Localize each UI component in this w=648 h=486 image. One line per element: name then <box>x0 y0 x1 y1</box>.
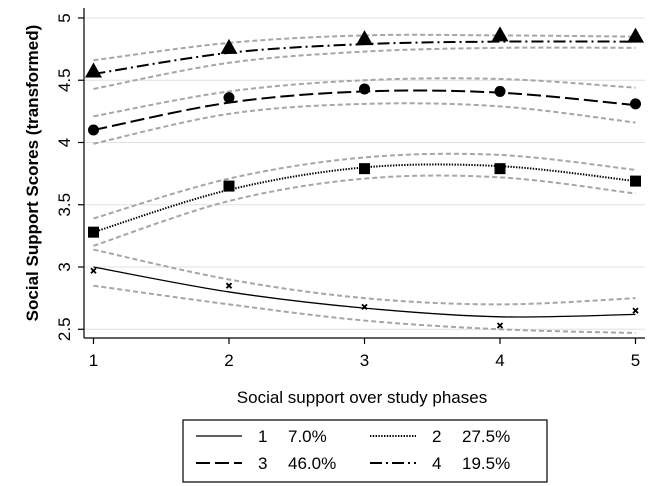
ci-band-upper <box>93 77 636 118</box>
fitted-line <box>93 40 636 75</box>
data-point <box>361 303 368 311</box>
data-point <box>494 163 506 175</box>
ci-band-lower <box>93 46 636 90</box>
data-point <box>494 85 506 97</box>
y-tick-label: 3.5 <box>55 193 74 217</box>
data-point <box>223 180 235 192</box>
data-point <box>630 175 642 187</box>
ci-band-upper <box>93 248 636 306</box>
data-point <box>356 30 373 46</box>
data-point <box>359 163 370 175</box>
data-point <box>87 124 99 136</box>
legend-share: 27.5% <box>462 427 510 446</box>
x-tick-label: 2 <box>224 351 233 370</box>
legend-share: 7.0% <box>288 427 327 446</box>
data-point <box>630 98 642 110</box>
legend-label: 4 <box>432 454 441 473</box>
ci-band-upper <box>93 152 636 220</box>
x-tick-label: 4 <box>495 351 504 370</box>
x-tick-label: 1 <box>89 351 98 370</box>
y-tick-label: 4.5 <box>55 68 74 92</box>
series-3-ci <box>93 77 636 145</box>
data-point <box>223 92 235 104</box>
data-point <box>359 83 370 95</box>
series-3 <box>87 83 642 136</box>
legend-box <box>182 419 548 483</box>
x-tick-label: 3 <box>360 351 369 370</box>
data-point <box>84 62 102 78</box>
data-point <box>491 26 509 42</box>
y-axis-label: Social Support Scores (transformed) <box>23 25 42 322</box>
legend: 1 7.0% 2 27.5% 3 46.0% 4 19.5% <box>182 419 548 483</box>
ci-band-lower <box>93 284 636 335</box>
data-point <box>87 226 99 238</box>
legend-label: 1 <box>258 427 267 446</box>
data-point <box>632 307 639 314</box>
series-2-ci <box>93 152 636 247</box>
ci-band-lower <box>93 102 636 145</box>
series-4 <box>84 26 645 78</box>
fitted-line <box>93 163 636 234</box>
data-point <box>225 282 233 289</box>
y-tick-label: 2.5 <box>55 317 74 341</box>
legend-share: 46.0% <box>288 454 336 473</box>
series-2 <box>87 163 642 238</box>
series-1 <box>90 266 639 329</box>
legend-label: 3 <box>258 454 267 473</box>
data-point <box>496 322 504 329</box>
series-1-ci <box>93 248 636 335</box>
y-tick-label: 5 <box>55 13 74 22</box>
x-tick-label: 5 <box>631 351 640 370</box>
data-point <box>220 38 238 54</box>
y-tick-label: 3 <box>55 262 74 271</box>
x-axis-label: Social support over study phases <box>237 388 487 407</box>
data-point <box>627 27 645 43</box>
fitted-line <box>93 266 636 318</box>
legend-share: 19.5% <box>462 454 510 473</box>
data-point <box>90 267 97 274</box>
y-tick-label: 4 <box>55 138 74 147</box>
legend-label: 2 <box>432 427 441 446</box>
ci-band-lower <box>93 174 636 247</box>
